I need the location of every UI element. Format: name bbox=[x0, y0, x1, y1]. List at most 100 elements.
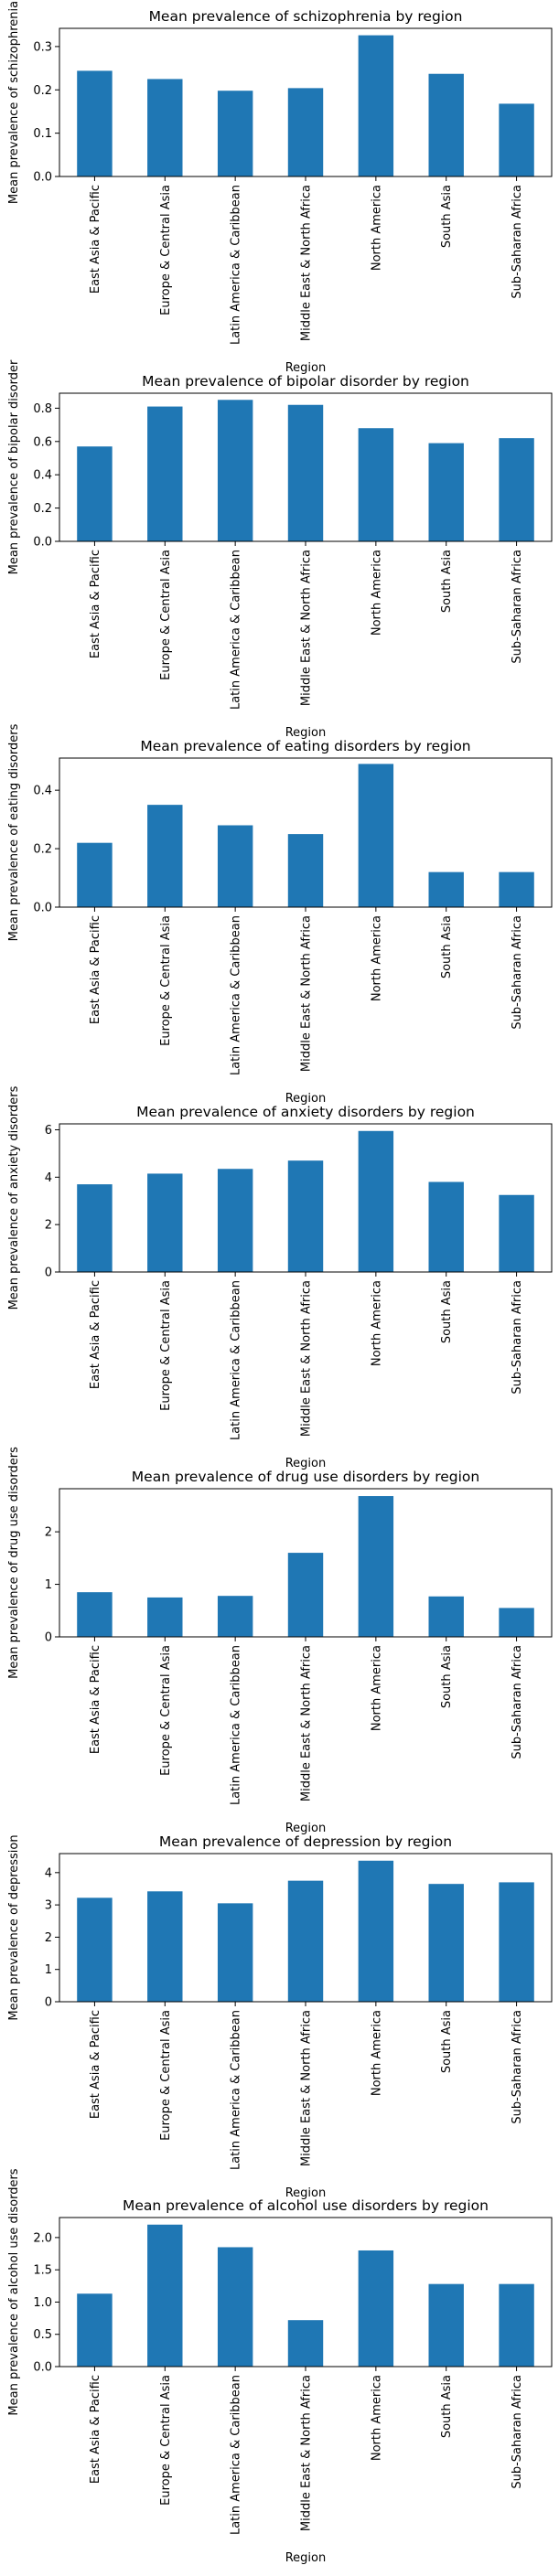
y-tick-label: 0.2 bbox=[33, 502, 52, 516]
bar bbox=[428, 1181, 464, 1272]
bar bbox=[358, 428, 394, 541]
x-axis-label: Region bbox=[285, 1092, 327, 1106]
bar bbox=[217, 2247, 253, 2367]
bar bbox=[77, 1184, 113, 1272]
x-tick-label: South Asia bbox=[440, 915, 454, 978]
y-tick-label: 0.3 bbox=[33, 40, 52, 54]
x-tick-label: Middle East & North Africa bbox=[300, 2010, 314, 2166]
y-tick-label: 2.0 bbox=[33, 2231, 52, 2245]
y-axis-label: Mean prevalence of drug use disorders bbox=[7, 1447, 21, 1679]
x-tick-label: North America bbox=[370, 915, 383, 1001]
bar bbox=[147, 1891, 183, 2002]
bar bbox=[428, 2283, 464, 2367]
bar bbox=[287, 404, 324, 541]
y-tick-label: 2 bbox=[45, 1931, 52, 1945]
bar bbox=[77, 1592, 113, 1637]
y-tick-label: 1.0 bbox=[33, 2296, 52, 2310]
x-tick-label: North America bbox=[370, 1280, 383, 1366]
y-tick-label: 0.4 bbox=[33, 785, 52, 798]
x-tick-label: Latin America & Caribbean bbox=[230, 1280, 243, 1440]
y-axis-label: Mean prevalence of schizophrenia bbox=[7, 1, 21, 204]
y-axis-label: Mean prevalence of bipolar disorder bbox=[7, 359, 21, 574]
x-tick-label: Sub-Saharan Africa bbox=[511, 550, 524, 664]
x-axis-label: Region bbox=[285, 1457, 327, 1470]
bar bbox=[499, 1608, 534, 1637]
chart-title: Mean prevalence of schizophrenia by regi… bbox=[149, 8, 463, 25]
bar bbox=[428, 73, 464, 176]
y-tick-label: 0.5 bbox=[33, 2328, 52, 2342]
x-tick-label: Middle East & North Africa bbox=[300, 550, 314, 706]
x-tick-label: Middle East & North Africa bbox=[300, 1645, 314, 1801]
x-tick-label: Sub-Saharan Africa bbox=[511, 915, 524, 1030]
x-tick-label: Europe & Central Asia bbox=[159, 915, 173, 1046]
y-tick-label: 0.8 bbox=[33, 402, 52, 416]
y-tick-label: 1 bbox=[45, 1578, 52, 1592]
y-tick-label: 2 bbox=[45, 1219, 52, 1233]
y-tick-label: 0 bbox=[45, 1631, 52, 1645]
y-tick-label: 0 bbox=[45, 1996, 52, 2010]
bar bbox=[287, 2320, 324, 2367]
y-axis-label: Mean prevalence of alcohol use disorders bbox=[7, 2168, 21, 2415]
bar bbox=[147, 1597, 183, 1637]
x-axis-label: Region bbox=[285, 361, 327, 375]
bar bbox=[358, 35, 394, 176]
y-tick-label: 0.4 bbox=[33, 469, 52, 483]
bar bbox=[147, 1173, 183, 1272]
x-tick-label: Sub-Saharan Africa bbox=[511, 185, 524, 299]
bar bbox=[428, 871, 464, 907]
x-tick-label: Europe & Central Asia bbox=[159, 1645, 173, 1776]
x-tick-label: Latin America & Caribbean bbox=[230, 2375, 243, 2535]
bar bbox=[499, 1194, 534, 1272]
x-tick-label: East Asia & Pacific bbox=[89, 1645, 102, 1754]
y-tick-label: 0.1 bbox=[33, 127, 52, 141]
x-tick-label: Sub-Saharan Africa bbox=[511, 2375, 524, 2489]
y-tick-label: 0.2 bbox=[33, 843, 52, 857]
bar bbox=[217, 400, 253, 541]
chart-title: Mean prevalence of drug use disorders by… bbox=[132, 1469, 479, 1485]
y-tick-label: 3 bbox=[45, 1899, 52, 1913]
bar bbox=[217, 825, 253, 907]
y-tick-label: 0.0 bbox=[33, 2361, 52, 2375]
chart-panel: 0 2 4 6 East Asia & Pacific Europe & Central … bbox=[7, 1085, 553, 1470]
x-tick-label: East Asia & Pacific bbox=[89, 915, 102, 1024]
bar bbox=[358, 1860, 394, 2002]
bar bbox=[358, 764, 394, 907]
x-tick-label: Europe & Central Asia bbox=[159, 2010, 173, 2141]
chart-panel: 0 1 2 East Asia & Pacific Europe & Central A… bbox=[7, 1447, 553, 1835]
bar bbox=[428, 1884, 464, 2002]
bar bbox=[77, 2293, 113, 2367]
x-tick-label: South Asia bbox=[440, 2375, 454, 2438]
x-tick-label: Sub-Saharan Africa bbox=[511, 2010, 524, 2124]
x-tick-label: Europe & Central Asia bbox=[159, 2375, 173, 2506]
x-tick-label: South Asia bbox=[440, 1645, 454, 1708]
x-tick-label: North America bbox=[370, 2375, 383, 2461]
x-tick-label: Middle East & North Africa bbox=[300, 185, 314, 341]
x-tick-label: Sub-Saharan Africa bbox=[511, 1645, 524, 1759]
bar bbox=[77, 70, 113, 176]
y-tick-label: 6 bbox=[45, 1124, 52, 1138]
bar bbox=[499, 1882, 534, 2002]
bar bbox=[77, 446, 113, 541]
bar bbox=[358, 1496, 394, 1637]
x-tick-label: South Asia bbox=[440, 2010, 454, 2073]
bar bbox=[287, 1160, 324, 1272]
x-tick-label: Sub-Saharan Africa bbox=[511, 1280, 524, 1395]
bar bbox=[287, 1553, 324, 1637]
x-tick-label: Europe & Central Asia bbox=[159, 550, 173, 680]
x-tick-label: North America bbox=[370, 2010, 383, 2096]
x-axis-label: Region bbox=[285, 1822, 327, 1835]
x-tick-label: Middle East & North Africa bbox=[300, 1280, 314, 1437]
bar bbox=[217, 1596, 253, 1637]
bar bbox=[499, 103, 534, 176]
bar bbox=[147, 2224, 183, 2367]
bar bbox=[428, 443, 464, 541]
y-tick-label: 4 bbox=[45, 1866, 52, 1880]
bar bbox=[77, 1897, 113, 2002]
bar bbox=[499, 2283, 534, 2367]
y-tick-label: 0.6 bbox=[33, 435, 52, 449]
bar bbox=[428, 1596, 464, 1637]
x-tick-label: East Asia & Pacific bbox=[89, 550, 102, 658]
x-tick-label: North America bbox=[370, 550, 383, 636]
